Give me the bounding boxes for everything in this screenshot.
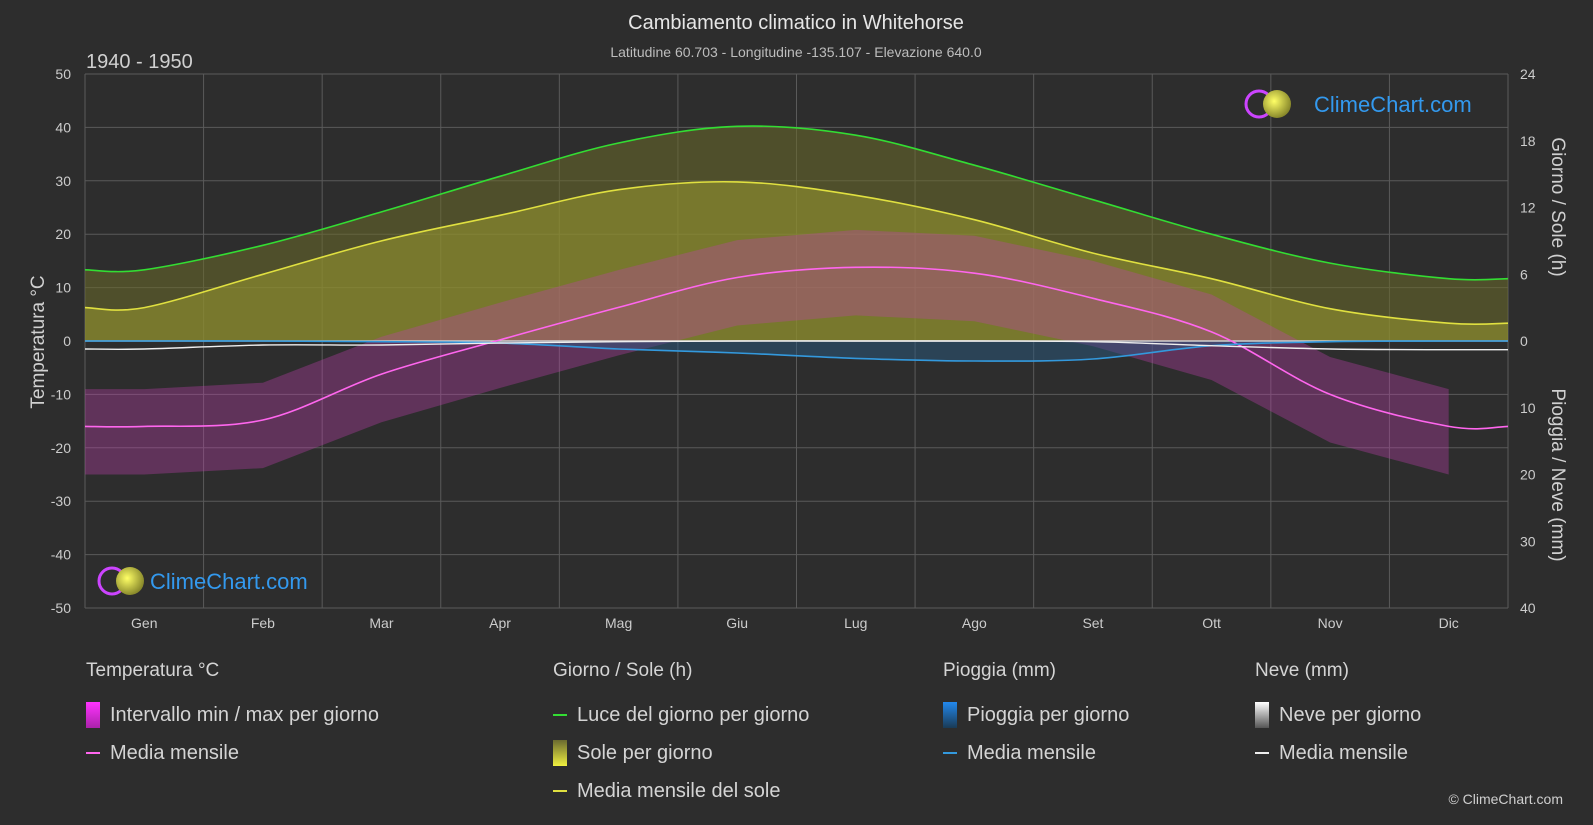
legend-swatch [86, 702, 100, 728]
precip-tick-label: 40 [1520, 600, 1536, 616]
period-label: 1940 - 1950 [86, 51, 193, 73]
legend-label: Sole per giorno [577, 741, 713, 764]
legend-label: Pioggia per giorno [967, 703, 1130, 726]
temp-tick-label: -50 [51, 600, 71, 616]
legend-label: Media mensile [1279, 741, 1408, 764]
plot-area: 50 40 30 20 10 0 -10 -20 -30 -40 -50 24 18 12 6 0 10 20 30… [51, 66, 1536, 631]
legend-swatch [1255, 702, 1269, 728]
precip-tick-label: 30 [1520, 533, 1536, 549]
month-label: Dic [1439, 615, 1459, 631]
temp-range-band [85, 229, 1449, 475]
temp-tick-label: 10 [55, 280, 71, 296]
precip-tick-label: 20 [1520, 467, 1536, 483]
legend-label: Intervallo min / max per giorno [110, 703, 380, 726]
legend-title: Giorno / Sole (h) [553, 660, 693, 681]
rain-area [85, 340, 1508, 362]
temp-tick-label: 0 [63, 333, 71, 349]
legend-item: Neve per giorno [1255, 696, 1421, 734]
sunshine-area [85, 181, 1508, 341]
month-label: Ago [962, 615, 987, 631]
legend-label: Luce del giorno per giorno [577, 703, 810, 726]
temp-tick-label: -20 [51, 440, 71, 456]
sun-tick-label: 24 [1520, 66, 1536, 82]
legend-swatch [1255, 752, 1269, 754]
sun-tick-label: 18 [1520, 133, 1536, 149]
legend-label: Media mensile [110, 741, 239, 764]
logo-sun-icon [116, 567, 144, 595]
month-label: Nov [1318, 615, 1343, 631]
daylight-line [84, 125, 1509, 281]
legend-swatch [553, 790, 567, 792]
month-label: Giu [726, 615, 748, 631]
legend-item: Media mensile [1255, 734, 1421, 772]
temp-tick-label: 20 [55, 226, 71, 242]
temp-mean-line [84, 266, 1509, 430]
chart-subtitle: Latitudine 60.703 - Longitudine -135.107… [610, 44, 981, 60]
right-axis-title-sun: Giorno / Sole (h) [1547, 137, 1568, 276]
temp-tick-label: 30 [55, 173, 71, 189]
legend-temperature: Temperatura °C Intervallo min / max per … [86, 660, 379, 772]
temp-tick-label: -10 [51, 386, 71, 402]
legend-swatch [553, 740, 567, 766]
sunshine-mean-line [84, 180, 1509, 326]
temp-tick-label: -30 [51, 493, 71, 509]
temp-tick-label: 50 [55, 66, 71, 82]
month-label: Mar [369, 615, 393, 631]
legend-snow: Neve (mm) Neve per giorno Media mensile [1255, 660, 1421, 772]
legend-item: Sole per giorno [553, 734, 809, 772]
legend-title: Temperatura °C [86, 660, 220, 681]
sun-tick-label: 6 [1520, 266, 1528, 282]
legend-title: Pioggia (mm) [943, 660, 1056, 681]
legend-item: Luce del giorno per giorno [553, 696, 809, 734]
logo-sun-icon [1263, 90, 1291, 118]
legend-item: Media mensile del sole [553, 772, 809, 810]
temp-tick-label: -40 [51, 547, 71, 563]
legend-label: Media mensile [967, 741, 1096, 764]
left-axis-title: Temperatura °C [28, 275, 49, 408]
legend-item: Intervallo min / max per giorno [86, 696, 379, 734]
month-label: Ott [1202, 615, 1221, 631]
precip-tick-label: 10 [1520, 400, 1536, 416]
copyright: © ClimeChart.com [1448, 791, 1563, 807]
right-axis-title-precip: Pioggia / Neve (mm) [1547, 388, 1568, 561]
sun-tick-label: 12 [1520, 200, 1536, 216]
legend-title: Neve (mm) [1255, 660, 1349, 681]
month-label: Lug [844, 615, 867, 631]
logo-top: ClimeChart.com [1244, 89, 1472, 119]
temp-tick-label: 40 [55, 119, 71, 135]
month-label: Apr [489, 615, 511, 631]
legend-label: Media mensile del sole [577, 779, 781, 802]
month-label: Feb [251, 615, 275, 631]
legend-swatch [943, 752, 957, 754]
logo-text: ClimeChart.com [1314, 92, 1472, 117]
legend-item: Media mensile [86, 734, 379, 772]
snow-mean-line [84, 340, 1509, 351]
rain-mean-line [84, 340, 1509, 362]
sun-tick-label: 0 [1520, 333, 1528, 349]
legend-item: Media mensile [943, 734, 1129, 772]
legend-item: Pioggia per giorno [943, 696, 1129, 734]
logo-bottom: ClimeChart.com [97, 566, 308, 596]
legend-sun: Giorno / Sole (h) Luce del giorno per gi… [553, 660, 809, 810]
month-label: Mag [605, 615, 632, 631]
month-label: Gen [131, 615, 157, 631]
logo-text: ClimeChart.com [150, 569, 308, 594]
legend-label: Neve per giorno [1279, 703, 1422, 726]
legend-swatch [553, 714, 567, 716]
month-label: Set [1082, 615, 1103, 631]
legend-swatch [86, 752, 100, 754]
chart-title: Cambiamento climatico in Whitehorse [628, 12, 964, 34]
legend-rain: Pioggia (mm) Pioggia per giorno Media me… [943, 660, 1129, 772]
legend-swatch [943, 702, 957, 728]
